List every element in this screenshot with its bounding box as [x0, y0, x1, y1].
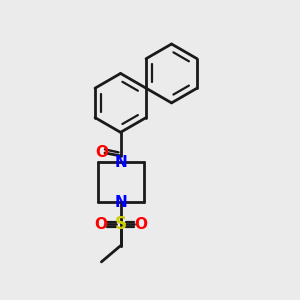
Text: O: O — [94, 217, 107, 232]
Text: N: N — [114, 155, 127, 170]
Text: O: O — [134, 217, 147, 232]
Text: N: N — [114, 195, 127, 210]
Text: S: S — [115, 215, 127, 233]
Text: O: O — [95, 146, 108, 160]
